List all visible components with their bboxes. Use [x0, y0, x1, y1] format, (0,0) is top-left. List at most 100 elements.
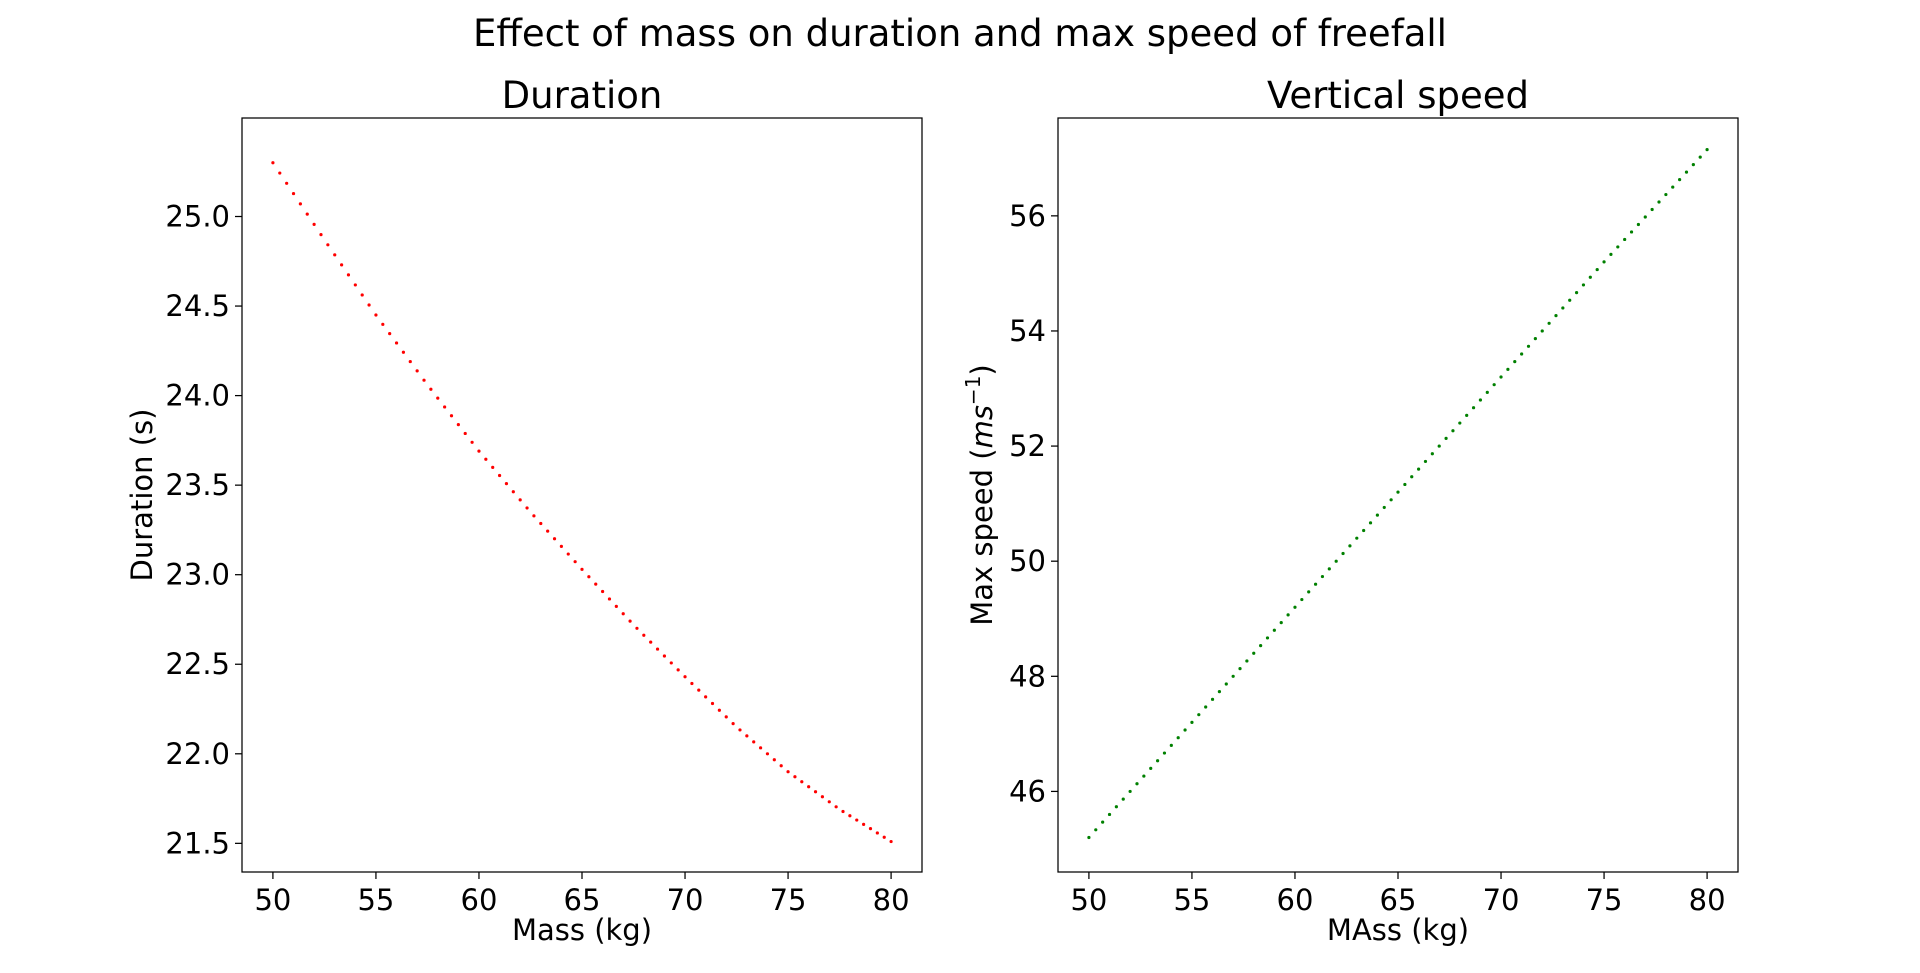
speed-point	[1691, 163, 1695, 167]
duration-point	[497, 473, 502, 478]
speed-point	[1101, 820, 1105, 824]
duration-point	[704, 695, 708, 699]
speed-point	[1561, 306, 1565, 310]
duration-y-tick-label: 21.5	[165, 826, 230, 860]
speed-point	[1678, 177, 1682, 182]
duration-point	[511, 490, 515, 494]
duration-point	[559, 544, 563, 549]
duration-point	[333, 253, 337, 257]
duration-point	[285, 181, 289, 185]
speed-point	[1417, 467, 1421, 471]
speed-point	[1375, 513, 1379, 517]
duration-point	[875, 831, 879, 835]
duration-point	[752, 740, 756, 744]
duration-point	[820, 795, 825, 799]
duration-point	[793, 775, 797, 779]
speed-point	[1513, 360, 1517, 364]
duration-point	[827, 800, 831, 804]
duration-point	[491, 465, 495, 469]
duration-point	[305, 212, 309, 216]
duration-point	[340, 263, 344, 267]
speed-plot: Vertical speed 50 55 60 65 70 75 80 46 48 50 52 54…	[961, 74, 1739, 947]
speed-point	[1396, 490, 1400, 494]
duration-point	[848, 814, 852, 818]
speed-y-tick-label: 54	[1009, 314, 1046, 348]
speed-y-ticks: 46 48 50 52 54 56	[1009, 199, 1058, 808]
duration-point	[724, 715, 728, 719]
duration-x-tick-label: 60	[461, 883, 498, 917]
speed-point	[1272, 628, 1276, 632]
duration-point	[635, 626, 639, 630]
duration-point	[731, 721, 735, 726]
speed-point	[1121, 797, 1125, 801]
speed-x-tick-label: 80	[1689, 883, 1726, 917]
duration-point	[683, 675, 687, 679]
duration-y-ticks: 21.5 22.0 22.5 23.0 23.5 24.0 24.5 25.0	[165, 200, 242, 860]
speed-point	[1190, 720, 1194, 724]
duration-point	[552, 537, 557, 541]
duration-point	[401, 350, 406, 354]
speed-point	[1087, 835, 1091, 840]
speed-point	[1684, 170, 1689, 174]
duration-point	[381, 322, 385, 326]
speed-point	[1245, 659, 1249, 663]
duration-point	[566, 552, 570, 556]
speed-point	[1149, 766, 1153, 771]
speed-point	[1636, 222, 1640, 227]
speed-plot-frame	[1057, 117, 1739, 873]
speed-point	[1657, 200, 1661, 204]
speed-point	[1650, 207, 1654, 212]
duration-x-ticks: 50 55 60 65 70 75 80	[254, 872, 910, 917]
speed-point	[1478, 398, 1483, 402]
duration-point	[765, 752, 770, 756]
duration-point	[504, 482, 509, 486]
speed-point	[1568, 298, 1572, 302]
duration-x-tick-label: 65	[564, 883, 601, 917]
speed-point	[1107, 812, 1112, 817]
duration-point	[855, 818, 859, 822]
speed-y-tick-label: 56	[1009, 199, 1046, 233]
speed-point	[1135, 782, 1139, 786]
speed-x-axis-label: MAss (kg)	[1327, 913, 1469, 947]
speed-point	[1485, 390, 1489, 394]
speed-point	[1547, 321, 1551, 325]
speed-point	[1176, 736, 1180, 740]
speed-point	[1526, 344, 1531, 348]
speed-x-tick-label: 55	[1173, 883, 1210, 917]
speed-point	[1334, 559, 1338, 563]
speed-point	[1629, 230, 1634, 234]
duration-point	[772, 758, 776, 762]
duration-point	[477, 449, 481, 453]
duration-point	[374, 313, 378, 317]
duration-point	[779, 764, 783, 768]
duration-point	[456, 423, 460, 427]
duration-point	[649, 640, 653, 644]
duration-point	[429, 387, 433, 391]
duration-point	[422, 378, 426, 382]
duration-point	[532, 514, 536, 518]
speed-plot-title: Vertical speed	[1267, 74, 1529, 117]
speed-point	[1217, 690, 1222, 694]
speed-point	[1156, 759, 1160, 763]
duration-point	[353, 283, 357, 287]
duration-point	[882, 835, 886, 839]
duration-point	[525, 506, 529, 510]
duration-point	[546, 529, 550, 533]
duration-point	[594, 582, 598, 586]
duration-point	[889, 839, 893, 844]
duration-point	[813, 790, 818, 794]
duration-point	[291, 191, 296, 196]
duration-x-tick-label: 70	[667, 883, 704, 917]
duration-point	[662, 654, 667, 658]
speed-point	[1355, 536, 1359, 540]
duration-point	[388, 332, 392, 336]
duration-point	[642, 633, 646, 637]
speed-point	[1595, 267, 1599, 272]
duration-point	[862, 822, 866, 826]
speed-point	[1581, 283, 1586, 287]
duration-point	[697, 688, 701, 692]
duration-point	[655, 647, 660, 651]
speed-point	[1410, 475, 1414, 479]
duration-point	[278, 171, 282, 175]
duration-point	[717, 708, 721, 712]
